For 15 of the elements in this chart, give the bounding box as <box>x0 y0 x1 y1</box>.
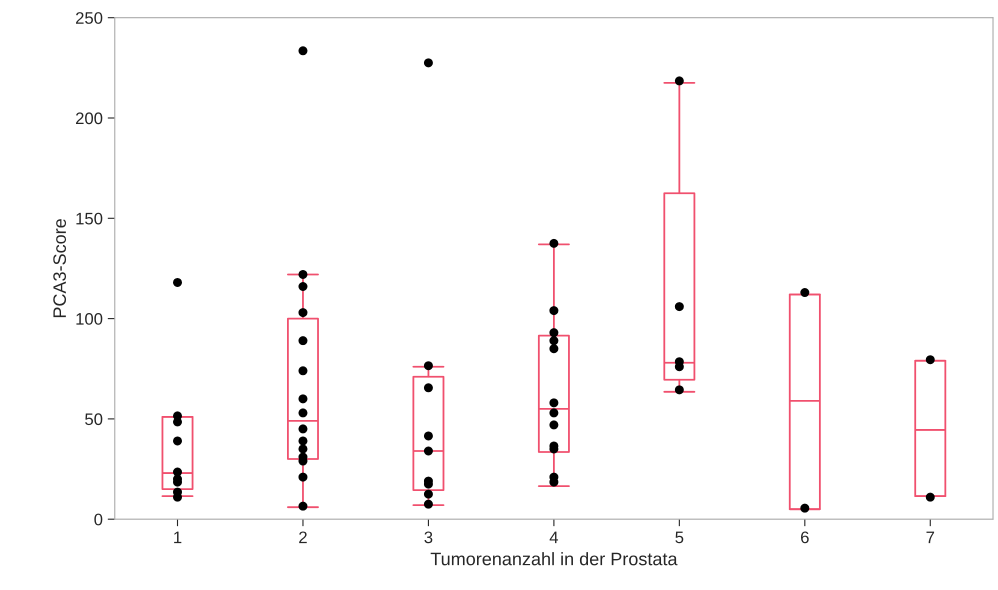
y-axis-title: PCA3-Score <box>53 219 66 318</box>
y-tick-label: 250 <box>76 12 102 24</box>
x-tick-label: 2 <box>299 531 307 544</box>
x-tick-label: 7 <box>926 532 934 544</box>
x-tick-label: 6 <box>801 531 809 544</box>
y-tick-label: 200 <box>76 112 102 124</box>
y-tick-label: 150 <box>76 212 102 225</box>
x-tick-label: 3 <box>424 531 432 544</box>
x-axis-title: Tumorenanzahl in der Prostata <box>430 552 678 566</box>
y-tick-label: 50 <box>85 413 102 426</box>
x-tick-label: 4 <box>550 532 558 544</box>
y-tick-label: 100 <box>76 313 102 325</box>
x-tick-label: 1 <box>174 532 182 544</box>
y-tick-label: 0 <box>94 514 102 526</box>
x-tick-label: 5 <box>675 532 684 544</box>
